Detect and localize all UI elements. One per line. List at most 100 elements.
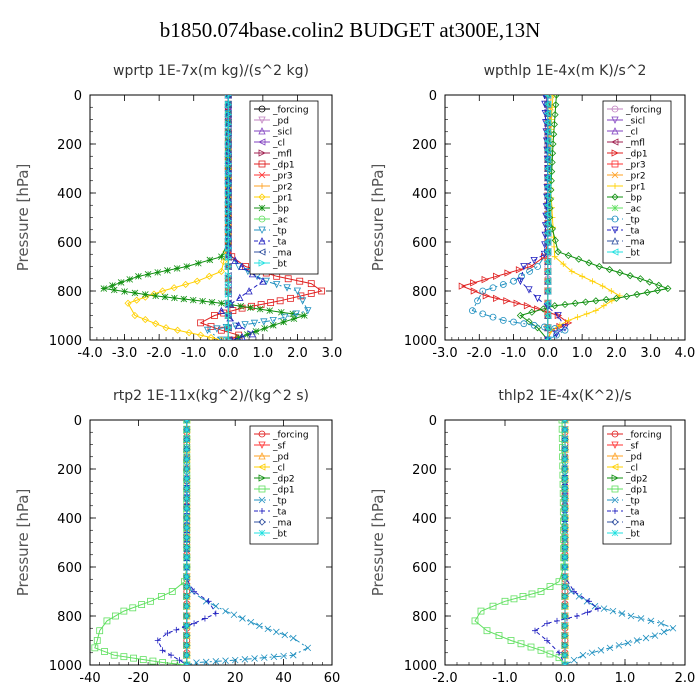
series-point [534, 263, 541, 270]
series-point [606, 265, 614, 274]
series-point [162, 324, 170, 332]
series-point [224, 95, 233, 99]
x-tick-label: 4.0 [675, 346, 696, 361]
series-point [131, 311, 139, 320]
y-axis-label: Pressure [hPa] [14, 489, 32, 597]
series-point [205, 598, 212, 605]
series-point [519, 593, 527, 600]
series-point [281, 631, 289, 639]
legend-marker [611, 463, 619, 471]
series-point [189, 296, 197, 304]
series-point [195, 259, 202, 267]
series-point [533, 294, 542, 303]
series-point [501, 597, 509, 605]
series-point [224, 311, 233, 320]
legend-label: _ac [272, 216, 288, 226]
series-point [230, 611, 238, 619]
y-tick-label: 600 [57, 236, 82, 251]
series-point [224, 130, 233, 138]
y-tick-label: 1000 [404, 659, 437, 674]
series-point [481, 275, 489, 284]
legend-label: _dp1 [272, 161, 295, 171]
y-tick-label: 800 [57, 610, 82, 625]
series-point [224, 198, 233, 206]
y-tick-label: 800 [412, 610, 437, 625]
series-point [183, 514, 191, 522]
series-point [120, 607, 128, 615]
x-tick-label: 20 [227, 671, 244, 686]
series-point [595, 262, 603, 271]
series-point [530, 256, 538, 265]
series-point [226, 336, 234, 340]
series-point [543, 109, 552, 118]
series-point [183, 485, 191, 492]
series-point [609, 607, 617, 615]
series-group [458, 95, 672, 340]
series-line-dp1 [474, 420, 566, 665]
series-point [624, 639, 632, 647]
x-tick-label: -2.0 [467, 346, 492, 361]
series-point [548, 225, 556, 233]
y-tick-label: 600 [412, 561, 437, 576]
series-point [546, 650, 554, 658]
series-point [193, 277, 201, 285]
y-axis-label: Pressure [hPa] [369, 164, 387, 272]
series-point [585, 259, 593, 267]
series-point [224, 253, 233, 261]
series-point [173, 626, 180, 633]
chart-panel-3: rtp2 1E-11x(kg^2)/(kg^2 s) Pressure [hPa]… [14, 388, 340, 686]
series-point [96, 627, 104, 635]
series-point [554, 311, 563, 320]
series-point [479, 287, 487, 295]
series-point [144, 271, 152, 278]
series-point [561, 661, 569, 665]
y-tick-label: 1000 [49, 659, 82, 674]
series-point [231, 656, 239, 664]
series-point [551, 302, 559, 310]
series-point [236, 293, 244, 301]
series-point [193, 659, 200, 665]
legend-marker [611, 105, 619, 113]
series-point [574, 314, 581, 321]
series-point [183, 602, 191, 610]
series-point [266, 307, 274, 314]
series-point [583, 310, 590, 317]
x-tick-label: 0.0 [555, 671, 576, 686]
series-point [91, 644, 99, 652]
series-point [561, 426, 569, 434]
series-point [612, 294, 620, 302]
series-point [654, 286, 662, 295]
x-tick-label: 1.0 [615, 671, 636, 686]
legend-label: _forcing [272, 106, 309, 116]
x-tick-label: 1.0 [572, 346, 593, 361]
x-tick-label: 3.0 [640, 346, 661, 361]
series-point [633, 290, 641, 298]
series-point [224, 290, 233, 298]
legend-label: _ma [625, 519, 645, 529]
series-point [183, 642, 191, 649]
series-point [110, 651, 118, 659]
series-point [103, 617, 111, 625]
series-point [159, 659, 167, 665]
series-point [289, 651, 297, 659]
legend-marker [258, 226, 266, 234]
x-tick-label: -2.0 [146, 346, 171, 361]
series-point [646, 278, 654, 286]
series-point [565, 317, 572, 324]
series-point [544, 620, 550, 627]
legend-marker [611, 496, 619, 504]
series-point [561, 642, 569, 649]
legend-label: _forcing [272, 431, 309, 441]
series-point [669, 624, 677, 632]
series-point [543, 229, 552, 237]
series-point [564, 251, 572, 260]
series-group [91, 420, 312, 665]
series-point [244, 268, 252, 276]
series-point [183, 263, 191, 270]
series-point [548, 116, 555, 123]
series-point [643, 288, 651, 297]
series-point [129, 604, 137, 612]
series-point [561, 514, 569, 522]
series-point [208, 298, 216, 306]
